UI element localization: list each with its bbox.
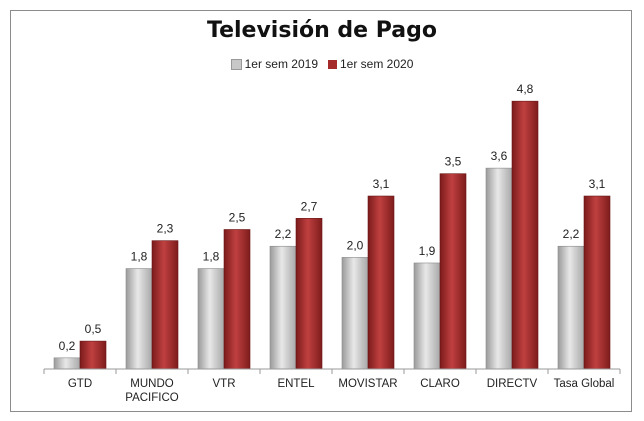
data-label-2019-1: 1,8 bbox=[131, 250, 148, 264]
chart-title: Televisión de Pago bbox=[207, 18, 437, 43]
category-label-4: MOVISTAR bbox=[338, 378, 397, 390]
data-label-2020-2: 2,5 bbox=[229, 211, 246, 225]
data-label-2019-0: 0,2 bbox=[59, 339, 76, 353]
category-label-3: ENTEL bbox=[277, 378, 315, 390]
legend-item-2020: 1er sem 2020 bbox=[328, 57, 413, 71]
data-label-2019-6: 3,6 bbox=[491, 149, 508, 163]
bar-2020-7 bbox=[583, 195, 611, 370]
bar-2020-0 bbox=[79, 340, 107, 370]
data-label-2019-4: 2,0 bbox=[347, 238, 364, 252]
category-label-2: VTR bbox=[213, 378, 236, 390]
legend-label-2019: 1er sem 2019 bbox=[244, 57, 318, 71]
bar-2019-6 bbox=[485, 167, 513, 370]
bar-2019-4 bbox=[341, 257, 369, 370]
bar-2020-6 bbox=[511, 100, 539, 370]
legend-label-2020: 1er sem 2020 bbox=[340, 57, 414, 71]
data-label-2019-5: 1,9 bbox=[419, 244, 436, 258]
data-label-2019-3: 2,2 bbox=[275, 227, 292, 241]
category-label-6: DIRECTV bbox=[487, 378, 538, 390]
bar-2020-5 bbox=[439, 173, 467, 370]
legend-swatch-2020 bbox=[328, 59, 337, 69]
data-label-2020-3: 2,7 bbox=[301, 199, 318, 213]
category-label-1: PACIFICO bbox=[125, 392, 179, 404]
bar-2020-3 bbox=[295, 218, 323, 370]
bar-2019-0 bbox=[53, 357, 81, 370]
chart-legend: 1er sem 2019 1er sem 2020 bbox=[0, 57, 644, 71]
bar-2019-7 bbox=[557, 245, 585, 370]
data-label-2020-5: 3,5 bbox=[445, 155, 462, 169]
category-label-0: GTD bbox=[68, 378, 92, 390]
bar-2020-1 bbox=[151, 240, 179, 370]
bar-2019-3 bbox=[269, 245, 297, 370]
bar-2019-1 bbox=[125, 268, 153, 370]
data-label-2020-7: 3,1 bbox=[589, 177, 606, 191]
data-label-2020-6: 4,8 bbox=[517, 82, 534, 96]
bar-2020-4 bbox=[367, 195, 395, 370]
data-label-2019-7: 2,2 bbox=[563, 227, 580, 241]
category-label-7: Tasa Global bbox=[554, 378, 615, 390]
data-label-2020-0: 0,5 bbox=[85, 322, 102, 336]
data-label-2020-1: 2,3 bbox=[157, 222, 174, 236]
bar-2019-2 bbox=[197, 268, 225, 370]
bar-2019-5 bbox=[413, 262, 441, 370]
legend-swatch-2019 bbox=[230, 58, 242, 70]
legend-item-2019: 1er sem 2019 bbox=[230, 57, 318, 71]
data-label-2020-4: 3,1 bbox=[373, 177, 390, 191]
category-label-5: CLARO bbox=[420, 378, 460, 390]
category-label-1: MUNDO bbox=[130, 378, 173, 390]
bar-2020-2 bbox=[223, 229, 251, 370]
data-label-2019-2: 1,8 bbox=[203, 250, 220, 264]
